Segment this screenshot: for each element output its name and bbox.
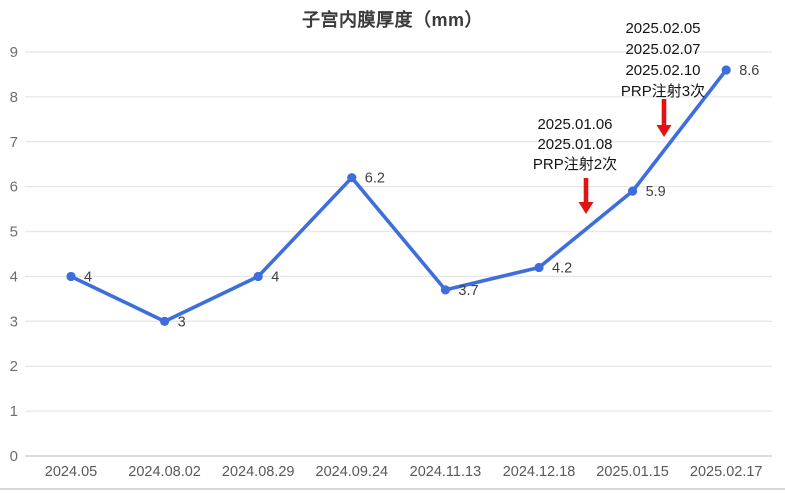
annotation-line: 2025.01.08 (537, 136, 613, 153)
y-tick-label: 8 (10, 89, 18, 106)
x-tick-label: 2024.08.02 (128, 464, 201, 480)
annotation-line: 2025.02.07 (625, 41, 701, 58)
chart-title: 子宫内膜厚度（mm） (301, 10, 483, 30)
y-tick-label: 0 (10, 448, 18, 465)
series-line (69, 68, 729, 324)
data-point (253, 271, 263, 282)
data-point (347, 173, 357, 183)
data-point-label: 4 (271, 269, 279, 285)
x-tick-label: 2024.11.13 (410, 464, 482, 480)
y-tick-label: 7 (10, 134, 18, 151)
annotation-line: PRP注射2次 (532, 156, 618, 173)
y-tick-label: 9 (10, 44, 18, 61)
annotation-block: 2025.01.06 2025.01.08 PRP注射2次 (465, 115, 685, 175)
annotation-line: 2025.01.06 (537, 116, 613, 133)
y-tick-label: 6 (10, 179, 18, 196)
x-tick-label: 2024.08.29 (222, 464, 295, 480)
red-down-arrow-icon (578, 178, 594, 214)
x-tick-label: 2025.02.17 (690, 464, 763, 480)
data-point-label: 3 (178, 314, 186, 330)
y-tick-label: 5 (10, 224, 18, 241)
data-point (534, 262, 544, 273)
annotation-block: 2025.02.05 2025.02.07 2025.02.10 PRP注射3次 (553, 18, 773, 102)
data-point-label: 8.6 (739, 63, 759, 79)
y-tick-label: 1 (10, 403, 18, 420)
x-tick-label: 2024.09.24 (316, 464, 389, 480)
y-tick-label: 3 (10, 313, 18, 330)
annotation-line: PRP注射3次 (620, 83, 706, 100)
data-point (440, 285, 450, 295)
x-tick-label: 2025.01.15 (596, 464, 669, 480)
data-point-label: 5.9 (646, 184, 666, 200)
y-tick-label: 2 (10, 358, 18, 375)
data-point-label: 3.7 (458, 283, 478, 299)
data-point (160, 316, 170, 326)
bottom-divider (0, 488, 785, 490)
red-down-arrow-icon (656, 99, 672, 137)
data-point (628, 186, 638, 196)
x-tick-label: 2024.12.18 (503, 464, 576, 480)
annotation-line: 2025.02.10 (625, 62, 701, 79)
data-point (66, 271, 76, 282)
y-tick-label: 4 (10, 268, 18, 285)
data-point-label: 6.2 (365, 171, 385, 187)
data-point-label: 4.2 (552, 260, 572, 276)
annotation-line: 2025.02.05 (625, 20, 701, 37)
x-tick-label: 2024.05 (45, 464, 97, 480)
data-point (721, 65, 731, 75)
data-point-label: 4 (84, 269, 92, 285)
